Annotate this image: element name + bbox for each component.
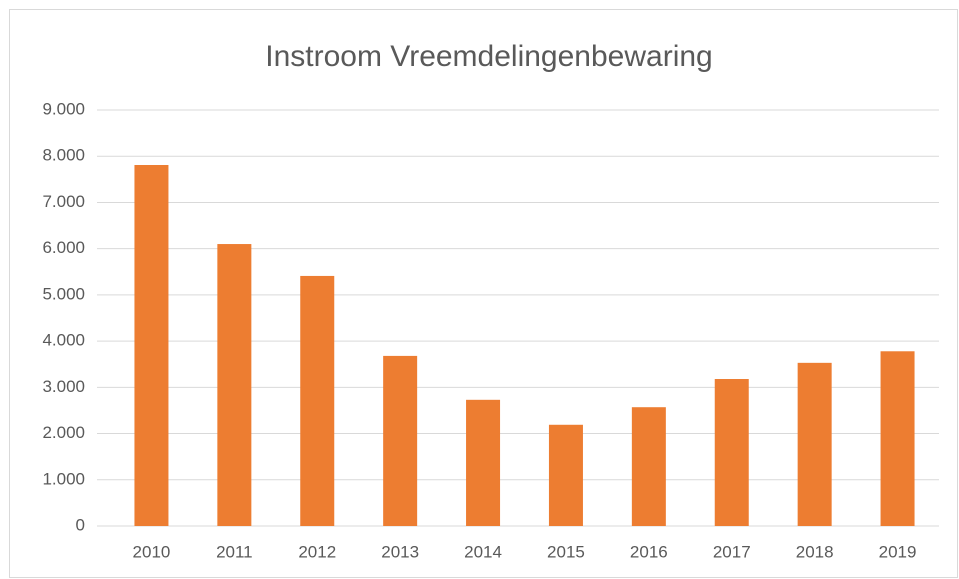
y-tick-label: 9.000 [42, 99, 85, 118]
x-tick-label: 2018 [796, 542, 834, 561]
bar [797, 362, 832, 526]
y-tick-label: 6.000 [42, 238, 85, 257]
y-tick-label: 1.000 [42, 469, 85, 488]
x-tick-label: 2014 [464, 542, 502, 561]
chart-title: Instroom Vreemdelingenbewaring [265, 40, 712, 73]
x-tick-label: 2012 [298, 542, 336, 561]
x-tick-label: 2011 [216, 542, 253, 561]
bar [466, 399, 501, 526]
y-tick-label: 7.000 [42, 192, 85, 211]
y-tick-label: 2.000 [42, 423, 85, 442]
x-tick-label: 2017 [713, 542, 751, 561]
bar [300, 275, 335, 526]
x-tick-label: 2016 [630, 542, 668, 561]
bar [548, 424, 583, 526]
bar [383, 355, 418, 526]
bar [880, 351, 915, 526]
x-tick-label: 2015 [547, 542, 585, 561]
bar [714, 379, 749, 526]
bar [134, 165, 169, 526]
x-tick-label: 2019 [879, 542, 917, 561]
x-tick-label: 2010 [133, 542, 171, 561]
y-tick-label: 5.000 [42, 284, 85, 303]
x-tick-label: 2013 [381, 542, 419, 561]
y-tick-label: 4.000 [42, 331, 85, 350]
bar [217, 244, 252, 527]
y-tick-label: 0 [76, 515, 85, 534]
bar [631, 407, 666, 526]
y-tick-label: 8.000 [42, 146, 85, 165]
y-tick-label: 3.000 [42, 377, 85, 396]
